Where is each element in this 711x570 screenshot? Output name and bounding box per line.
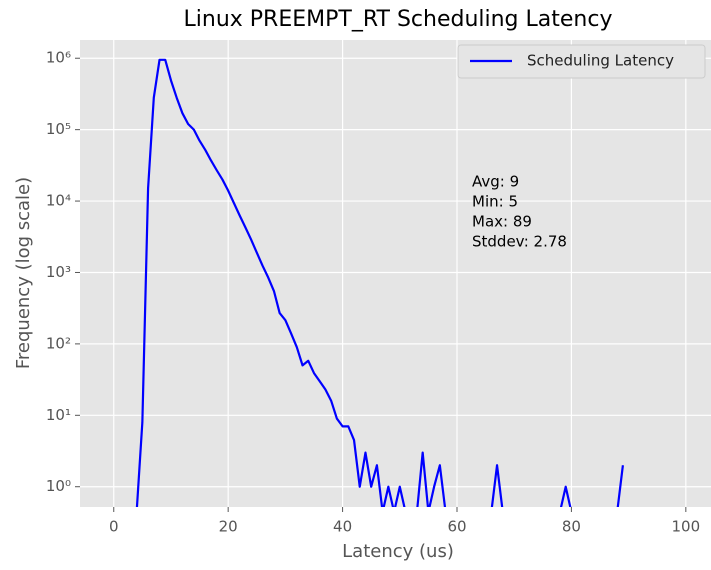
y-axis-label: Frequency (log scale) bbox=[13, 177, 34, 369]
data-line bbox=[135, 58, 624, 507]
y-tick-label: 10¹ bbox=[46, 406, 71, 424]
y-tick-label: 10³ bbox=[46, 263, 71, 281]
x-axis-label: Latency (us) bbox=[342, 541, 454, 562]
annotation: Max: 89 bbox=[472, 213, 532, 231]
annotation: Avg: 9 bbox=[472, 173, 519, 191]
y-tick-label: 10² bbox=[46, 334, 71, 352]
legend-label: Scheduling Latency bbox=[527, 52, 674, 70]
x-tick-label: 80 bbox=[562, 518, 581, 536]
legend-box bbox=[457, 44, 706, 79]
x-tick-label: 40 bbox=[333, 518, 352, 536]
y-tick-label: 10⁴ bbox=[46, 192, 71, 210]
y-tick-label: 10⁰ bbox=[46, 477, 71, 495]
x-tick-label: 0 bbox=[109, 518, 119, 536]
annotation: Stddev: 2.78 bbox=[472, 233, 567, 251]
annotation: Min: 5 bbox=[472, 193, 518, 211]
x-tick-label: 20 bbox=[219, 518, 238, 536]
x-tick-label: 60 bbox=[447, 518, 466, 536]
y-tick-label: 10⁶ bbox=[46, 49, 71, 67]
chart-title: Linux PREEMPT_RT Scheduling Latency bbox=[184, 7, 613, 32]
y-tick-label: 10⁵ bbox=[46, 120, 71, 138]
x-tick-label: 100 bbox=[672, 518, 701, 536]
plot-area bbox=[80, 40, 711, 507]
